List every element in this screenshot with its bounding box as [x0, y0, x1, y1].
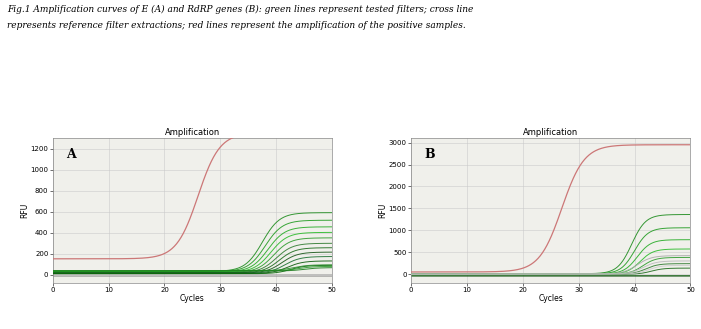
Title: Amplification: Amplification [165, 128, 220, 138]
X-axis label: Cycles: Cycles [538, 294, 563, 303]
Text: B: B [425, 148, 435, 161]
Text: A: A [67, 148, 76, 161]
Y-axis label: RFU: RFU [20, 203, 29, 218]
Text: represents reference filter extractions; red lines represent the amplification o: represents reference filter extractions;… [7, 21, 465, 30]
Text: Fig.1 Amplification curves of E (A) and RdRP genes (B): green lines represent te: Fig.1 Amplification curves of E (A) and … [7, 5, 473, 14]
X-axis label: Cycles: Cycles [180, 294, 205, 303]
Y-axis label: RFU: RFU [378, 203, 387, 218]
Title: Amplification: Amplification [523, 128, 578, 138]
